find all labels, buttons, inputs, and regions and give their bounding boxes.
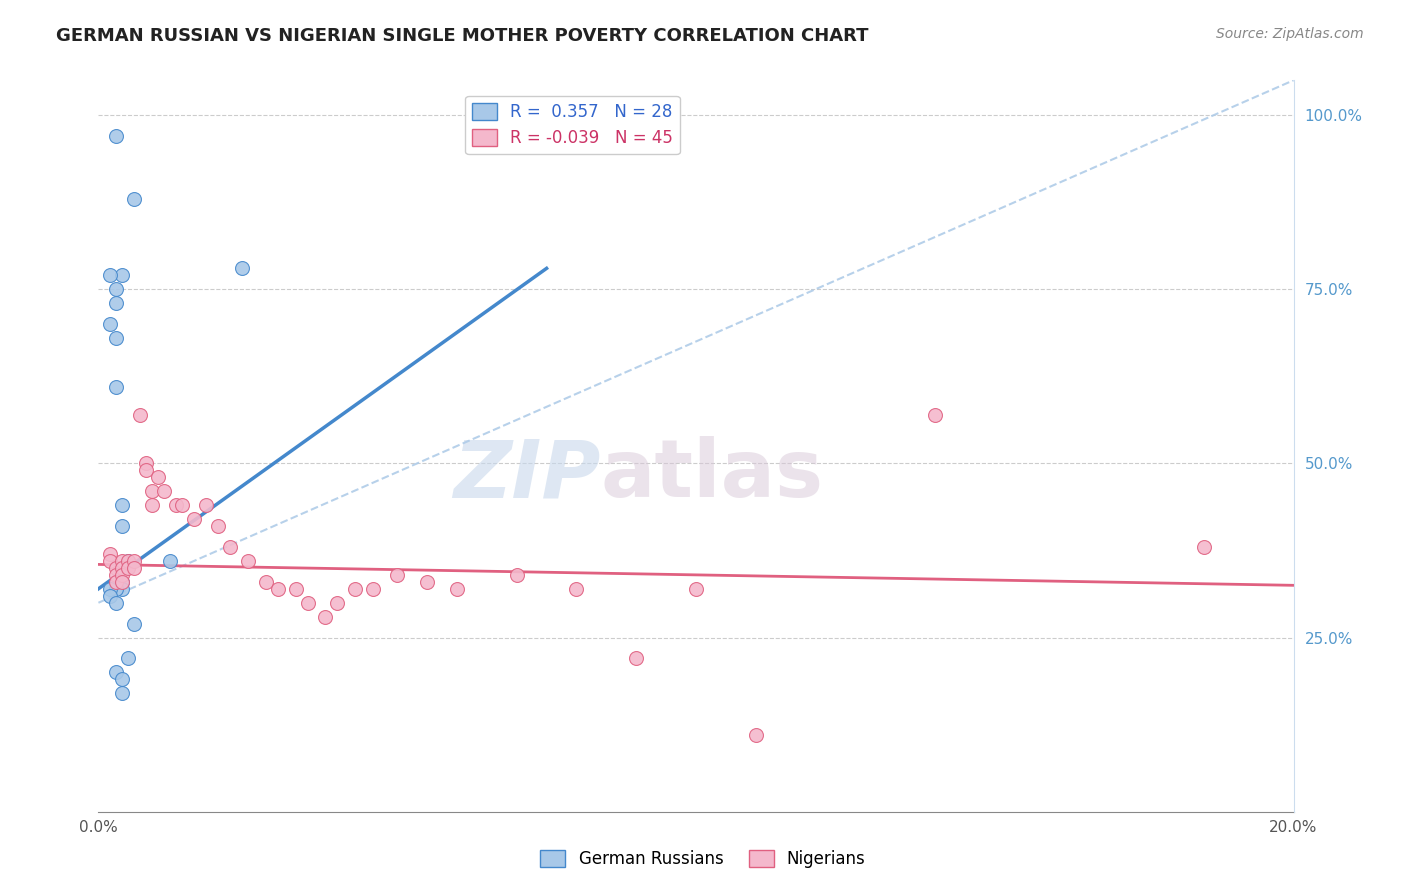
Point bbox=[135, 463, 157, 477]
Point bbox=[141, 484, 163, 499]
Point bbox=[98, 589, 122, 603]
Point bbox=[105, 574, 128, 589]
Point bbox=[98, 547, 122, 561]
Point bbox=[105, 574, 128, 589]
Text: GERMAN RUSSIAN VS NIGERIAN SINGLE MOTHER POVERTY CORRELATION CHART: GERMAN RUSSIAN VS NIGERIAN SINGLE MOTHER… bbox=[56, 27, 869, 45]
Point bbox=[117, 554, 139, 568]
Point bbox=[416, 574, 439, 589]
Text: Source: ZipAtlas.com: Source: ZipAtlas.com bbox=[1216, 27, 1364, 41]
Point bbox=[105, 561, 128, 575]
Point bbox=[267, 582, 290, 596]
Point bbox=[111, 561, 134, 575]
Point bbox=[297, 596, 319, 610]
Point bbox=[98, 317, 122, 331]
Point bbox=[385, 567, 409, 582]
Point bbox=[506, 567, 529, 582]
Point bbox=[105, 331, 128, 345]
Point bbox=[111, 561, 134, 575]
Point bbox=[105, 665, 128, 680]
Point bbox=[111, 567, 134, 582]
Point bbox=[111, 686, 134, 700]
Point bbox=[117, 561, 139, 575]
Point bbox=[183, 512, 205, 526]
Point bbox=[565, 582, 588, 596]
Point bbox=[105, 567, 128, 582]
Point bbox=[111, 498, 134, 512]
Point bbox=[105, 296, 128, 310]
Point bbox=[326, 596, 349, 610]
Point bbox=[172, 498, 194, 512]
Point bbox=[207, 519, 229, 533]
Point bbox=[105, 596, 128, 610]
Point bbox=[111, 519, 134, 533]
Point bbox=[236, 554, 259, 568]
Legend: German Russians, Nigerians: German Russians, Nigerians bbox=[534, 843, 872, 875]
Point bbox=[111, 268, 134, 283]
Point bbox=[98, 268, 122, 283]
Legend: R =  0.357   N = 28, R = -0.039   N = 45: R = 0.357 N = 28, R = -0.039 N = 45 bbox=[465, 96, 681, 154]
Point bbox=[98, 554, 122, 568]
Point bbox=[124, 554, 146, 568]
Point bbox=[105, 380, 128, 394]
Point bbox=[153, 484, 176, 499]
Point bbox=[105, 128, 128, 143]
Text: atlas: atlas bbox=[600, 436, 824, 515]
Point bbox=[98, 582, 122, 596]
Point bbox=[924, 408, 946, 422]
Point bbox=[117, 554, 139, 568]
Point bbox=[1192, 540, 1215, 554]
Point bbox=[315, 609, 337, 624]
Point bbox=[105, 282, 128, 296]
Point bbox=[231, 261, 253, 276]
Point bbox=[111, 574, 134, 589]
Point bbox=[111, 673, 134, 687]
Point bbox=[105, 582, 128, 596]
Point bbox=[141, 498, 163, 512]
Point bbox=[105, 574, 128, 589]
Point bbox=[111, 574, 134, 589]
Point bbox=[685, 582, 707, 596]
Point bbox=[117, 651, 139, 665]
Point bbox=[159, 554, 181, 568]
Point bbox=[111, 554, 134, 568]
Point bbox=[124, 616, 146, 631]
Point bbox=[195, 498, 218, 512]
Point bbox=[111, 582, 134, 596]
Point bbox=[124, 561, 146, 575]
Point bbox=[284, 582, 307, 596]
Text: ZIP: ZIP bbox=[453, 436, 600, 515]
Point bbox=[129, 408, 152, 422]
Point bbox=[135, 457, 157, 471]
Point bbox=[344, 582, 367, 596]
Point bbox=[124, 192, 146, 206]
Point bbox=[745, 728, 768, 742]
Point bbox=[219, 540, 242, 554]
Point bbox=[165, 498, 187, 512]
Point bbox=[626, 651, 648, 665]
Point bbox=[446, 582, 468, 596]
Point bbox=[148, 470, 170, 484]
Point bbox=[254, 574, 277, 589]
Point bbox=[363, 582, 385, 596]
